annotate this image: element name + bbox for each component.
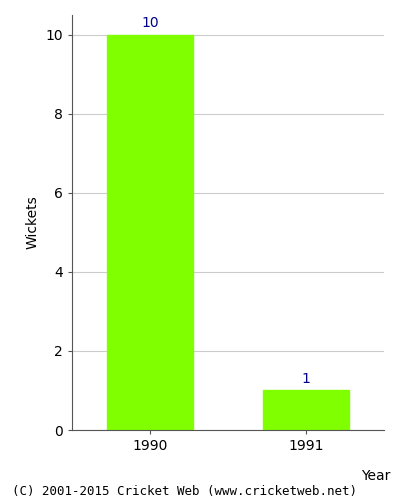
- Bar: [263, 390, 349, 430]
- Text: Year: Year: [362, 469, 391, 483]
- Text: (C) 2001-2015 Cricket Web (www.cricketweb.net): (C) 2001-2015 Cricket Web (www.cricketwe…: [12, 484, 357, 498]
- Text: 10: 10: [141, 16, 159, 30]
- Y-axis label: Wickets: Wickets: [26, 196, 40, 250]
- Bar: [107, 35, 193, 430]
- Text: 1: 1: [302, 372, 310, 386]
